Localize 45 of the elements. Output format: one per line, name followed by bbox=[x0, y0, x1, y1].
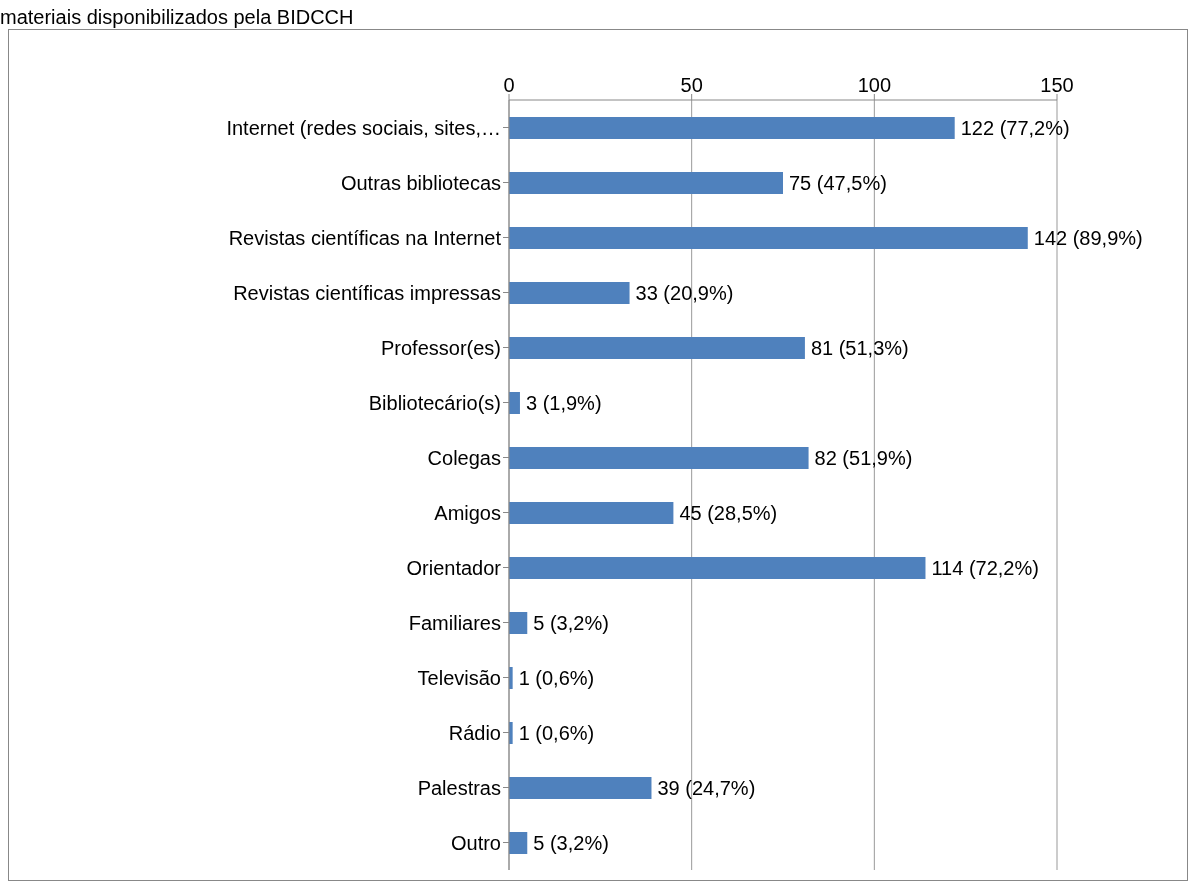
y-tick-label: Internet (redes sociais, sites,… bbox=[226, 116, 501, 139]
data-label: 5 (3,2%) bbox=[533, 832, 609, 855]
y-tick-label: Revistas científicas na Internet bbox=[228, 226, 502, 249]
data-label: 5 (3,2%) bbox=[533, 612, 609, 635]
y-tick-label: Revistas científicas impressas bbox=[233, 281, 501, 304]
data-label: 114 (72,2%) bbox=[931, 557, 1039, 580]
y-tick-label: Bibliotecário(s) bbox=[368, 391, 501, 414]
bar bbox=[509, 557, 926, 579]
bar bbox=[509, 832, 528, 854]
data-label: 1 (0,6%) bbox=[518, 667, 595, 690]
data-label: 1 (0,6%) bbox=[518, 722, 595, 745]
x-tick-label: 0 bbox=[503, 74, 515, 96]
data-label: 122 (77,2%) bbox=[960, 117, 1070, 140]
bar bbox=[509, 777, 652, 799]
y-tick-label: Outras bibliotecas bbox=[340, 171, 501, 194]
y-tick-label: Televisão bbox=[417, 666, 501, 689]
bar bbox=[509, 392, 520, 414]
data-label: 75 (47,5%) bbox=[789, 172, 887, 195]
data-label: 39 (24,7%) bbox=[657, 777, 756, 800]
bar bbox=[509, 282, 630, 304]
data-label: 81 (51,3%) bbox=[810, 337, 909, 360]
y-tick-label: Outro bbox=[450, 831, 501, 854]
y-tick-label: Amigos bbox=[434, 501, 501, 524]
bar bbox=[509, 337, 805, 359]
bar bbox=[509, 117, 955, 139]
x-tick-label: 100 bbox=[857, 74, 892, 96]
bar bbox=[509, 612, 528, 634]
data-label: 82 (51,9%) bbox=[814, 447, 913, 470]
x-tick-label: 150 bbox=[1040, 74, 1074, 96]
y-tick-label: Familiares bbox=[408, 611, 501, 634]
text: materiais disponibilizados pela BIDCCH bbox=[0, 6, 355, 29]
data-label: 3 (1,9%) bbox=[525, 392, 602, 415]
x-tick-label: 50 bbox=[680, 74, 703, 96]
y-tick-label: Palestras bbox=[417, 776, 501, 799]
bar bbox=[509, 172, 783, 194]
y-tick-label: Professor(es) bbox=[380, 336, 501, 359]
y-tick-label: Rádio bbox=[448, 721, 501, 744]
data-label: 45 (28,5%) bbox=[679, 502, 778, 525]
bar bbox=[509, 502, 674, 524]
data-label: 142 (89,9%) bbox=[1033, 227, 1143, 250]
bar bbox=[509, 447, 809, 469]
y-tick-label: Orientador bbox=[406, 556, 502, 579]
y-tick-label: Colegas bbox=[427, 446, 501, 469]
bar bbox=[509, 227, 1028, 249]
data-label: 33 (20,9%) bbox=[635, 282, 734, 305]
